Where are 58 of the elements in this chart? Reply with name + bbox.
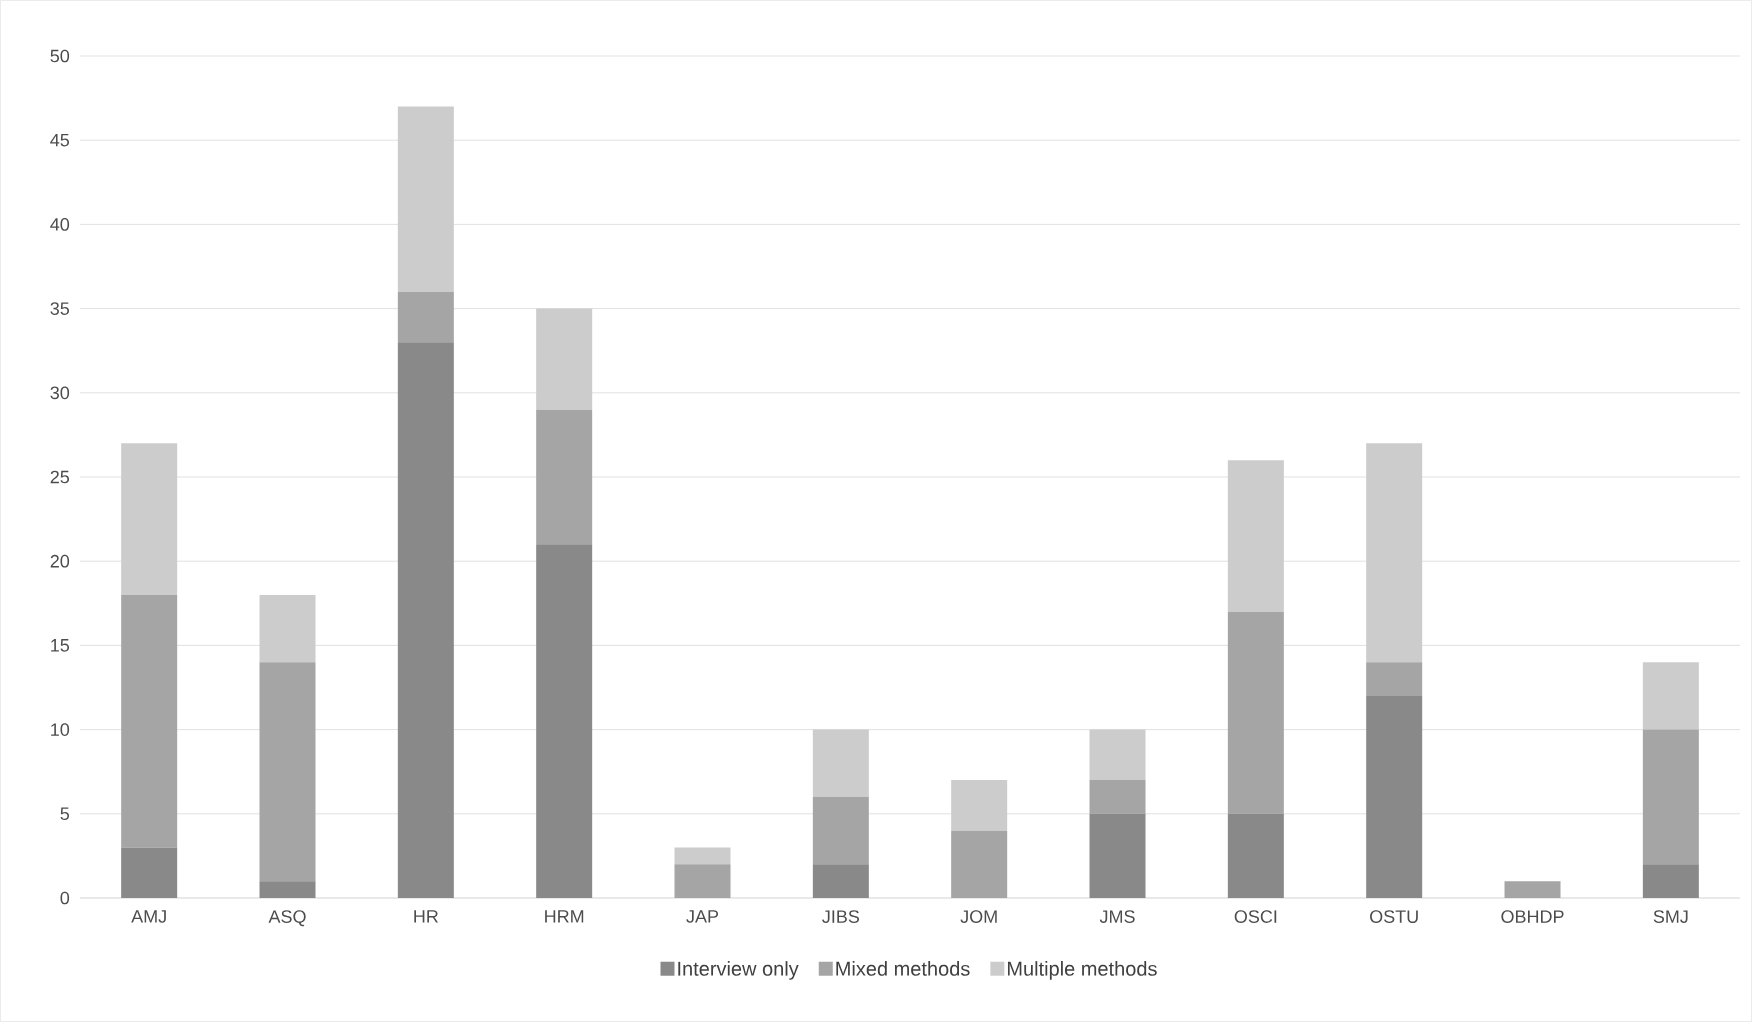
y-tick-label: 5 xyxy=(60,807,70,821)
x-tick-label: JOM xyxy=(960,910,997,923)
bar xyxy=(674,847,731,865)
bar xyxy=(121,443,178,595)
x-tick-label: JIBS xyxy=(822,910,860,923)
bar xyxy=(812,796,869,865)
x-tick-label: SMJ xyxy=(1653,910,1688,923)
bar xyxy=(1089,813,1146,898)
y-tick-label: 40 xyxy=(50,218,70,231)
bar xyxy=(1227,611,1284,814)
bar xyxy=(397,342,454,898)
bar xyxy=(1366,695,1423,898)
bar xyxy=(1089,729,1146,781)
bar xyxy=(536,308,593,410)
x-tick-label: HR xyxy=(414,910,439,923)
bar xyxy=(536,544,593,898)
bar xyxy=(1366,443,1423,663)
legend-label: Interview only xyxy=(678,961,799,980)
x-tick-label: OBHDP xyxy=(1501,910,1564,923)
bar xyxy=(121,594,178,848)
bar xyxy=(121,847,178,898)
bar xyxy=(812,729,869,797)
x-tick-label: ASQ xyxy=(268,910,306,927)
bar xyxy=(1642,662,1699,730)
x-tick-label: OSTU xyxy=(1370,910,1418,923)
bar xyxy=(259,594,316,663)
y-tick-label: 25 xyxy=(50,470,70,484)
x-tick-label: OSCI xyxy=(1234,910,1277,923)
y-tick-label: 50 xyxy=(50,49,70,63)
bar xyxy=(1642,864,1699,898)
bar xyxy=(812,864,869,898)
bar xyxy=(397,291,454,343)
bar xyxy=(1227,813,1284,898)
bar xyxy=(259,881,316,898)
x-tick-label: JMS xyxy=(1099,910,1135,923)
y-tick-label: 35 xyxy=(50,302,70,315)
bar xyxy=(1504,881,1561,898)
bar xyxy=(397,106,454,292)
y-tick-label: 45 xyxy=(50,133,70,147)
x-tick-label: AMJ xyxy=(131,910,166,923)
bar xyxy=(259,662,316,882)
bar xyxy=(1642,729,1699,865)
bar xyxy=(1227,460,1284,612)
y-tick-label: 10 xyxy=(51,723,70,736)
y-tick-label: 15 xyxy=(51,639,70,652)
bar xyxy=(674,864,731,898)
legend-label: Multiple methods xyxy=(1007,961,1157,980)
bar xyxy=(1366,662,1423,696)
bar xyxy=(951,780,1008,831)
y-tick-label: 0 xyxy=(60,891,70,905)
bar xyxy=(1089,780,1146,814)
x-tick-label: HRM xyxy=(545,910,584,923)
x-tick-label: JAP xyxy=(686,910,719,923)
bar xyxy=(536,409,593,545)
legend-label: Mixed methods xyxy=(836,961,970,976)
y-tick-label: 30 xyxy=(50,386,70,400)
y-tick-label: 20 xyxy=(50,554,70,568)
bar xyxy=(951,830,1008,898)
